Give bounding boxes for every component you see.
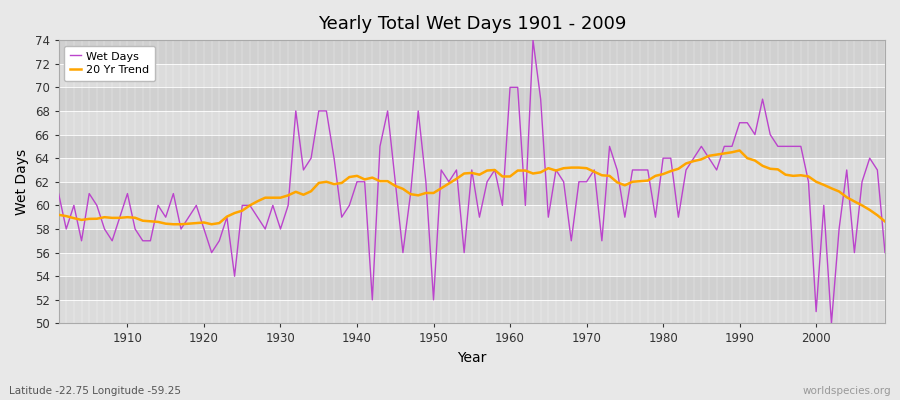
Bar bbox=[58, 87, 885, 111]
Legend: Wet Days, 20 Yr Trend: Wet Days, 20 Yr Trend bbox=[64, 46, 155, 81]
20 Yr Trend bbox=[879, 219, 890, 224]
Bar bbox=[58, 40, 885, 64]
Bar bbox=[58, 134, 885, 158]
Wet Days bbox=[283, 203, 293, 208]
20 Yr Trend bbox=[337, 180, 347, 185]
20 Yr Trend bbox=[512, 168, 523, 173]
20 Yr Trend bbox=[114, 216, 125, 220]
Wet Days bbox=[114, 215, 125, 220]
Wet Days bbox=[497, 203, 508, 208]
20 Yr Trend bbox=[604, 174, 615, 178]
20 Yr Trend bbox=[291, 189, 302, 194]
Bar bbox=[58, 111, 885, 134]
Wet Days bbox=[879, 250, 890, 255]
Line: 20 Yr Trend: 20 Yr Trend bbox=[58, 150, 885, 224]
Wet Days bbox=[505, 85, 516, 90]
20 Yr Trend bbox=[505, 174, 516, 179]
Line: Wet Days: Wet Days bbox=[58, 40, 885, 324]
Bar bbox=[58, 64, 885, 87]
Title: Yearly Total Wet Days 1901 - 2009: Yearly Total Wet Days 1901 - 2009 bbox=[318, 15, 626, 33]
Wet Days bbox=[53, 191, 64, 196]
Bar bbox=[58, 300, 885, 324]
20 Yr Trend bbox=[53, 212, 64, 217]
Bar bbox=[58, 158, 885, 182]
Bar bbox=[58, 252, 885, 276]
Wet Days bbox=[604, 144, 615, 149]
Y-axis label: Wet Days: Wet Days bbox=[15, 149, 29, 215]
Text: Latitude -22.75 Longitude -59.25: Latitude -22.75 Longitude -59.25 bbox=[9, 386, 181, 396]
Wet Days bbox=[826, 321, 837, 326]
Wet Days bbox=[527, 38, 538, 42]
X-axis label: Year: Year bbox=[457, 351, 487, 365]
Bar bbox=[58, 205, 885, 229]
Bar bbox=[58, 276, 885, 300]
20 Yr Trend bbox=[734, 148, 745, 153]
20 Yr Trend bbox=[168, 222, 179, 227]
Bar bbox=[58, 182, 885, 205]
Bar bbox=[58, 229, 885, 252]
Text: worldspecies.org: worldspecies.org bbox=[803, 386, 891, 396]
Wet Days bbox=[328, 156, 339, 160]
